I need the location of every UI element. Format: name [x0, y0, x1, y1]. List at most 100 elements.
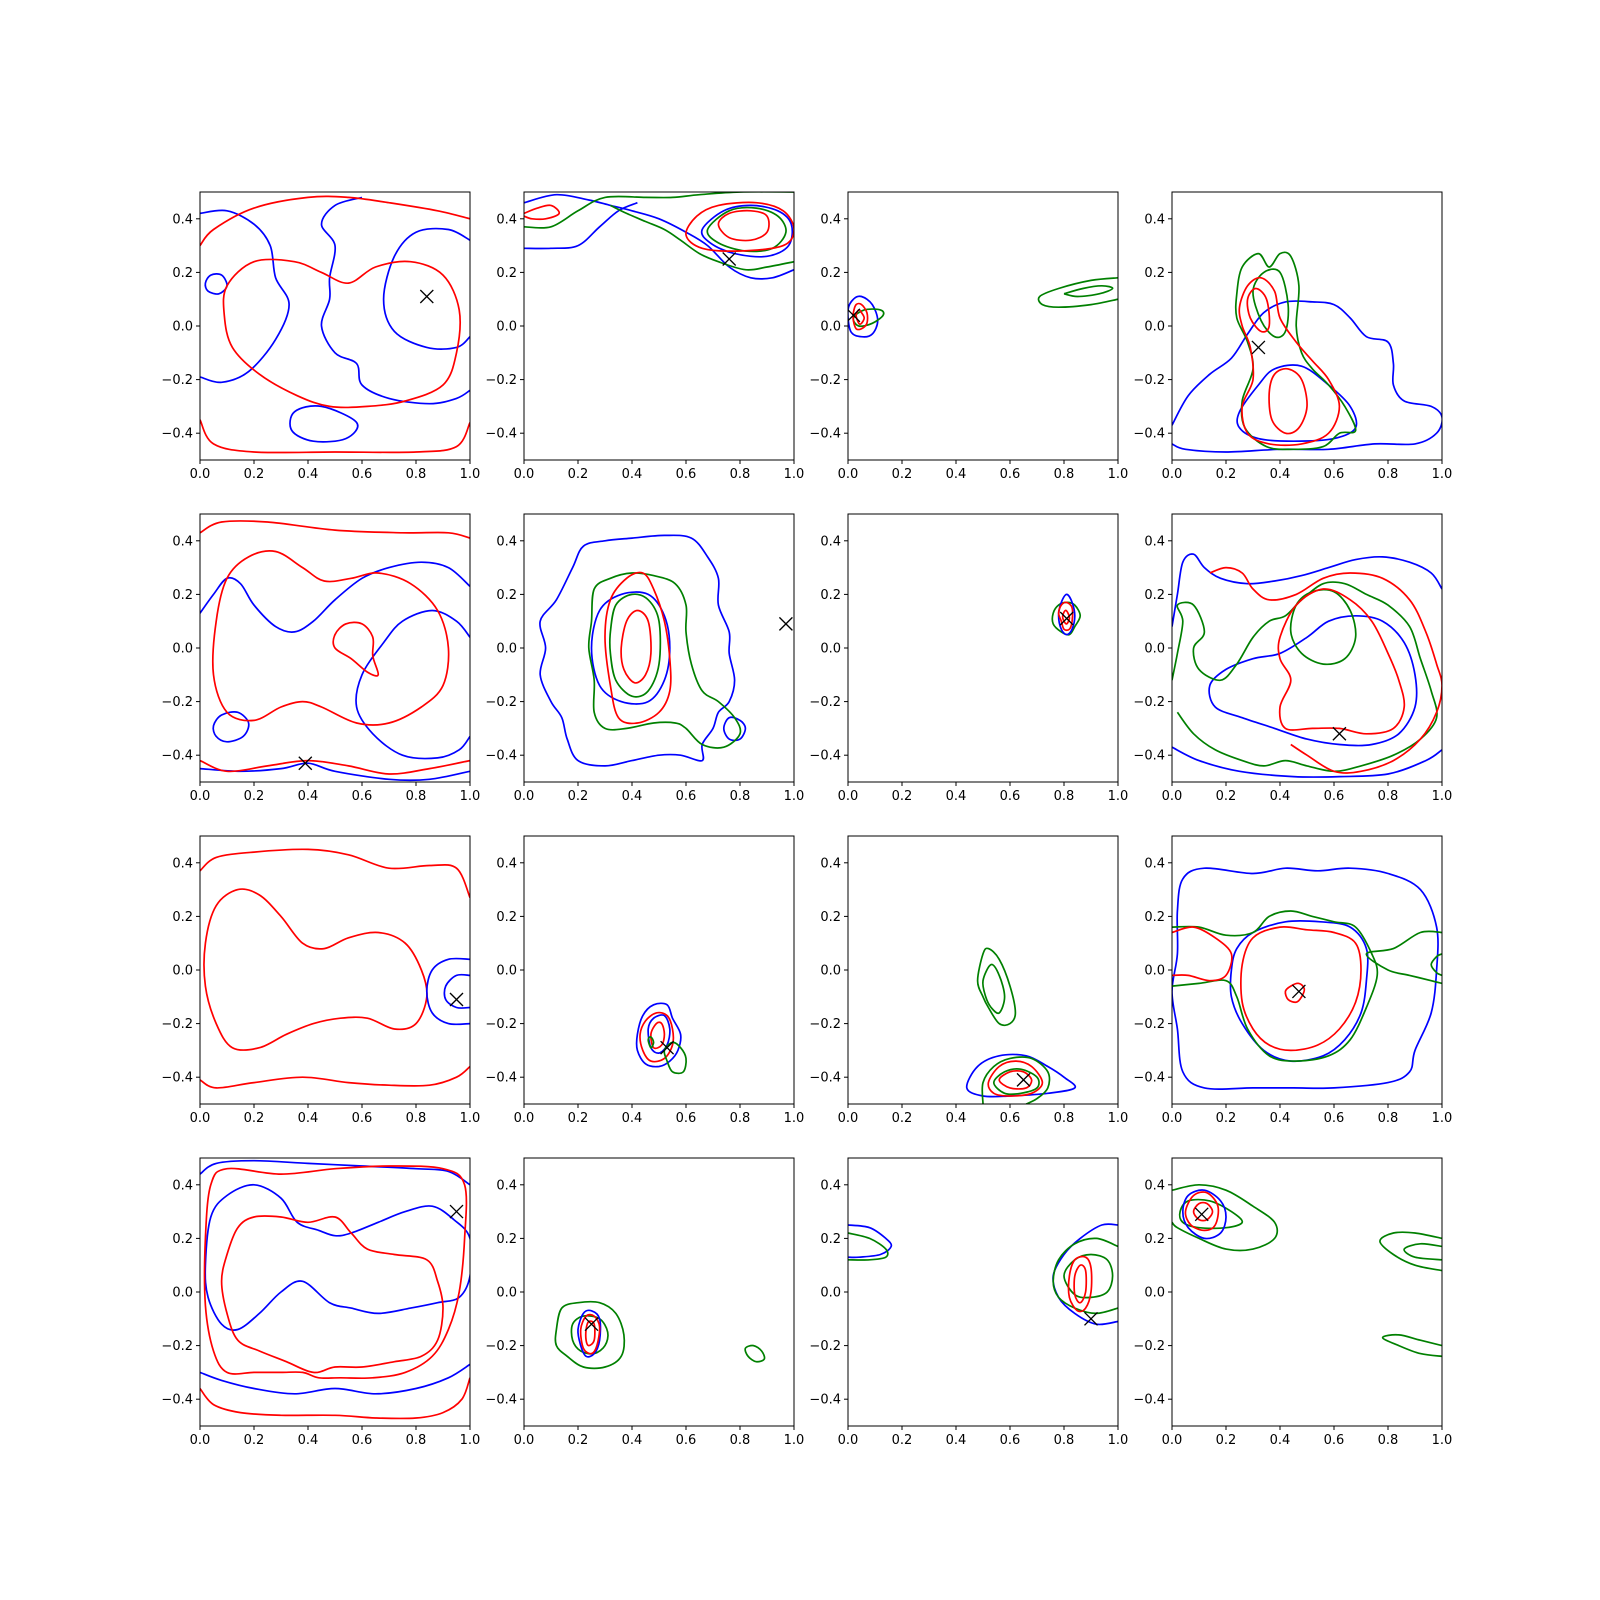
green-contour-line [848, 1232, 889, 1261]
x-tick-label: 0.2 [892, 1433, 913, 1448]
y-tick-label: 0.2 [820, 588, 841, 603]
y-tick-label: −0.4 [809, 1393, 841, 1408]
blue-contour-line [212, 711, 250, 743]
y-tick-label: 0.2 [820, 1232, 841, 1247]
x-tick-label: 1.0 [1432, 1433, 1453, 1448]
x-marker [1332, 726, 1347, 741]
y-tick-label: −0.4 [1133, 1393, 1165, 1408]
y-tick-label: −0.2 [161, 1017, 193, 1032]
x-marker [1291, 984, 1306, 999]
x-tick-label: 0.0 [514, 467, 535, 482]
y-tick-label: 0.2 [172, 1232, 193, 1247]
y-tick-label: −0.4 [1133, 749, 1165, 764]
blue-contour-line [200, 209, 290, 384]
y-tick-label: 0.4 [496, 856, 517, 871]
y-tick-label: 0.4 [172, 212, 193, 227]
x-tick-label: 0.4 [298, 1111, 319, 1126]
y-tick-label: 0.2 [496, 1232, 517, 1247]
y-tick-label: 0.4 [1144, 534, 1165, 549]
x-tick-label: 1.0 [1432, 789, 1453, 804]
green-contour-line [1172, 910, 1379, 1062]
x-tick-label: 0.4 [622, 467, 643, 482]
x-marker [1194, 1207, 1209, 1222]
x-tick-label: 0.8 [1378, 1433, 1399, 1448]
x-tick-label: 0.2 [568, 789, 589, 804]
x-tick-label: 0.0 [190, 467, 211, 482]
x-marker [419, 289, 434, 304]
red-contour-line [211, 550, 450, 726]
x-tick-label: 0.6 [676, 467, 697, 482]
y-tick-label: 0.2 [820, 266, 841, 281]
plot-area [200, 195, 470, 454]
x-tick-label: 0.0 [1162, 467, 1183, 482]
x-tick-label: 0.6 [1324, 1111, 1345, 1126]
y-tick-label: −0.4 [809, 1071, 841, 1086]
x-marker [1084, 1311, 1098, 1326]
x-tick-label: 0.6 [352, 1433, 373, 1448]
x-tick-label: 0.4 [946, 467, 967, 482]
y-tick-label: 0.2 [1144, 1232, 1165, 1247]
y-tick-label: 0.4 [820, 212, 841, 227]
x-tick-label: 0.8 [730, 1433, 751, 1448]
blue-contour-line [647, 1014, 671, 1054]
green-contour-line [976, 947, 1017, 1027]
y-tick-label: 0.2 [172, 910, 193, 925]
red-contour-line [200, 520, 470, 539]
x-tick-label: 1.0 [460, 1111, 481, 1126]
x-marker [1059, 611, 1074, 626]
x-tick-label: 0.8 [406, 789, 427, 804]
red-contour-line [1240, 925, 1362, 1052]
red-contour-line [1172, 926, 1233, 982]
y-tick-label: 0.0 [820, 1286, 841, 1301]
red-contour-line [1246, 287, 1271, 333]
green-contour-line [1381, 1333, 1442, 1358]
y-tick-label: 0.2 [496, 910, 517, 925]
red-contour-line [200, 419, 470, 454]
blue-contour-line [524, 193, 794, 280]
y-tick-label: 0.2 [1144, 588, 1165, 603]
blue-contour-line [289, 405, 359, 443]
y-tick-label: −0.4 [161, 749, 193, 764]
y-tick-label: 0.0 [820, 964, 841, 979]
blue-contour-line [320, 196, 470, 405]
y-tick-label: 0.4 [496, 534, 517, 549]
y-tick-label: 0.4 [172, 534, 193, 549]
red-contour-line [332, 621, 380, 677]
x-tick-label: 0.4 [946, 789, 967, 804]
y-tick-label: −0.4 [809, 427, 841, 442]
green-contour-line [1052, 1237, 1118, 1315]
red-contour-line [1238, 276, 1341, 447]
blue-contour-line [590, 591, 671, 705]
x-tick-label: 0.0 [838, 1433, 859, 1448]
y-tick-label: 0.4 [820, 534, 841, 549]
green-contour-line [992, 1068, 1040, 1096]
subplot-grid: 0.0 0.2 0.4 0.6 0.8 1.0−0.4−0.20.00.20.40.0 0.… [161, 191, 1453, 1448]
green-contour-line [1172, 581, 1438, 773]
x-tick-label: 0.6 [1000, 467, 1021, 482]
blue-contour-line [443, 973, 470, 1009]
x-marker [584, 1317, 599, 1332]
x-tick-label: 0.6 [1324, 1433, 1345, 1448]
green-contour-line [981, 1056, 1051, 1104]
y-tick-label: −0.4 [485, 749, 517, 764]
plot-area [1172, 251, 1442, 453]
x-tick-label: 0.2 [244, 789, 265, 804]
y-tick-label: 0.2 [496, 588, 517, 603]
x-tick-label: 0.0 [1162, 789, 1183, 804]
x-tick-label: 0.6 [1000, 1111, 1021, 1126]
y-tick-label: 0.4 [496, 1178, 517, 1193]
subplot-10: 0.0 0.2 0.4 0.6 0.8 1.0 −0.4 −0.2 0.0 0.2 0.4 [485, 835, 804, 1126]
y-tick-label: −0.2 [809, 1339, 841, 1354]
plot-area [200, 1159, 470, 1420]
x-tick-label: 0.4 [1270, 789, 1291, 804]
blue-contour-line [700, 204, 794, 258]
x-marker [660, 1040, 675, 1055]
blue-contour-line [1208, 614, 1418, 747]
x-tick-label: 0.4 [298, 1433, 319, 1448]
x-tick-label: 0.0 [838, 1111, 859, 1126]
subplot-4: 0.0 0.2 0.4 0.6 0.8 1.0 −0.4 −0.2 0.0 0.2 0.4 [1133, 191, 1452, 482]
x-tick-label: 1.0 [1108, 1433, 1129, 1448]
red-contour-line [524, 204, 561, 221]
x-tick-label: 0.2 [568, 1111, 589, 1126]
red-contour-line [852, 302, 869, 331]
